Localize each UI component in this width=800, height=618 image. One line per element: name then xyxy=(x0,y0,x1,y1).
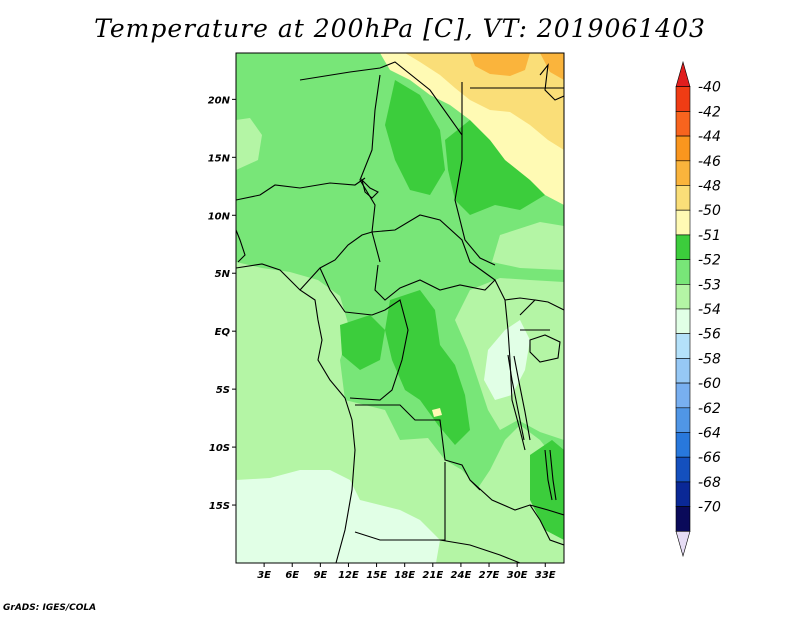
west-coast-north xyxy=(236,229,246,263)
field-minus-54-northwest xyxy=(236,118,262,170)
colorbar-label: -60 xyxy=(698,376,721,392)
lon-tick-label: 15E xyxy=(366,570,387,581)
field-minus-52-north xyxy=(385,80,445,195)
colorbar-label: -70 xyxy=(698,500,721,516)
lake-chad xyxy=(360,178,379,199)
lon-tick-label: 27E xyxy=(479,570,500,581)
colorbar-label: -58 xyxy=(698,351,721,367)
colorbar-label: -44 xyxy=(698,129,721,145)
colorbar-swatch xyxy=(675,358,691,384)
colorbar-swatch xyxy=(675,135,691,162)
colorbar-swatch xyxy=(675,308,691,334)
lon-tick-label: 21E xyxy=(422,570,443,581)
temperature-field xyxy=(236,53,564,563)
colorbar-swatch xyxy=(675,481,691,507)
border-libya-niger xyxy=(299,61,463,136)
lon-tick-label: 24E xyxy=(451,570,472,581)
lon-tick-label: 12E xyxy=(338,570,359,581)
border-niger-nigeria xyxy=(236,177,366,201)
field-minus-48-east xyxy=(540,53,564,80)
colorbar-label: -64 xyxy=(698,426,721,442)
lat-tick-label: 15N xyxy=(208,153,231,164)
colorbar-swatch xyxy=(675,160,691,186)
colorbar-swatch xyxy=(675,259,691,285)
colorbar-swatch xyxy=(675,531,691,558)
colorbar-label: -54 xyxy=(698,302,721,318)
colorbar-label: -56 xyxy=(698,327,721,343)
map-title: Temperature at 200hPa [C], VT: 201906140… xyxy=(94,14,706,43)
colorbar-swatch xyxy=(675,333,691,359)
lake-malawi xyxy=(544,449,557,501)
lat-tick-label: 5S xyxy=(216,385,230,396)
field-minus-52-central xyxy=(385,290,470,445)
field-minus-54-east-mid xyxy=(492,222,564,270)
colorbar: -40 -42 -44 -46 -48 -50 -51 -52 -53 -54 -56 -58 -60 -… xyxy=(675,60,721,558)
colorbar-swatch xyxy=(675,185,691,211)
lon-tick-label: 3E xyxy=(257,570,271,581)
colorbar-label: -48 xyxy=(698,179,721,195)
border-mozambique xyxy=(439,504,564,563)
colorbar-swatch xyxy=(675,234,691,260)
longitude-axis: 3E 6E 9E 12E 15E 18E 21E 24E 27E 30E 33E xyxy=(257,563,556,581)
colorbar-swatch xyxy=(675,60,691,87)
colorbar-label: -50 xyxy=(698,203,721,219)
border-tanzania-kenya xyxy=(519,299,564,316)
colorbar-label: -68 xyxy=(698,475,721,491)
lat-tick-label: 15S xyxy=(209,501,230,512)
coast-gulf-of-guinea xyxy=(236,263,356,563)
colorbar-swatch xyxy=(675,432,691,458)
border-chad-sudan xyxy=(454,82,496,266)
colorbar-swatch xyxy=(675,456,691,483)
colorbar-label: -52 xyxy=(698,253,721,269)
lat-tick-label: 10N xyxy=(208,211,231,222)
lon-tick-label: 33E xyxy=(535,570,556,581)
lon-tick-label: 6E xyxy=(285,570,299,581)
colorbar-label: -40 xyxy=(698,80,721,96)
colorbar-label: -62 xyxy=(698,401,721,417)
colorbar-swatch xyxy=(675,407,691,433)
lat-tick-label: 20N xyxy=(208,95,231,106)
colorbar-label: -46 xyxy=(698,154,721,170)
nile-red-sea-coast xyxy=(539,63,564,101)
lon-tick-label: 30E xyxy=(507,570,528,581)
border-drc-angola xyxy=(355,404,481,491)
grads-credit: GrADS: IGES/COLA xyxy=(3,603,97,613)
border-angola-zambia xyxy=(354,462,446,541)
field-minus-51-spot xyxy=(432,408,442,417)
lake-tanganyika xyxy=(507,354,531,441)
colorbar-label: -42 xyxy=(698,104,721,120)
colorbar-swatch xyxy=(675,382,691,409)
lat-tick-label: 5N xyxy=(215,269,231,280)
colorbar-label: -51 xyxy=(698,228,721,244)
border-uganda xyxy=(504,297,550,331)
latitude-axis: 20N 15N 10N 5N EQ 5S 10S 15S xyxy=(208,95,236,512)
field-minus-52-northeast xyxy=(445,120,550,215)
border-cameroon xyxy=(299,231,373,313)
colorbar-swatch xyxy=(675,506,691,532)
border-congo-drc xyxy=(344,299,409,401)
lake-victoria xyxy=(529,334,561,363)
border-car xyxy=(371,214,496,301)
colorbar-swatch xyxy=(675,284,691,310)
colorbar-swatch xyxy=(675,111,691,137)
field-minus-52-congo xyxy=(340,315,385,370)
colorbar-swatch xyxy=(675,86,691,112)
field-minus-52-southeast xyxy=(530,440,564,540)
colorbar-swatch xyxy=(675,209,691,236)
lon-tick-label: 18E xyxy=(394,570,415,581)
colorbar-label: -66 xyxy=(698,450,721,466)
field-minus-50 xyxy=(405,53,564,150)
lon-tick-label: 9E xyxy=(313,570,327,581)
lat-tick-label: EQ xyxy=(215,327,231,338)
colorbar-label: -53 xyxy=(698,277,721,293)
plot-frame xyxy=(235,52,565,564)
country-borders xyxy=(236,61,564,563)
field-minus-48 xyxy=(470,53,530,76)
lat-tick-label: 10S xyxy=(209,443,230,454)
